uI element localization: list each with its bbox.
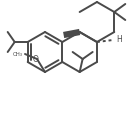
- Text: CH₃: CH₃: [13, 52, 23, 56]
- Text: O: O: [33, 54, 39, 63]
- Text: H: H: [116, 36, 122, 45]
